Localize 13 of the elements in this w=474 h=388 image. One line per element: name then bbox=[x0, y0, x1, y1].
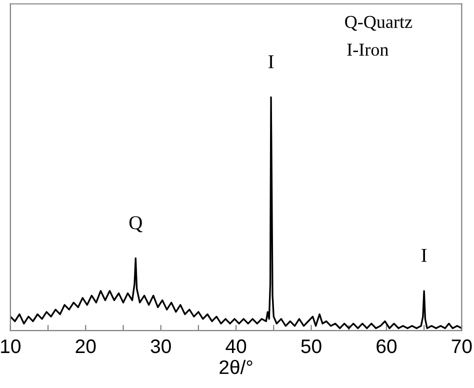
annotation: Q bbox=[129, 216, 142, 232]
x-tick-label: 10 bbox=[1, 339, 20, 354]
text: I-Iron bbox=[347, 44, 388, 56]
x-tick-label: 30 bbox=[150, 339, 171, 354]
x-tick-label: 70 bbox=[452, 339, 472, 354]
x-tick-label: 40 bbox=[226, 339, 246, 354]
x-tick-label: 60 bbox=[376, 339, 397, 354]
annotation: I bbox=[268, 55, 274, 68]
text: Q-Quartz bbox=[345, 16, 412, 31]
x-axis-title: 2θ/° bbox=[220, 360, 252, 374]
x-tick-label: 50 bbox=[301, 339, 322, 354]
x-tick-label: 20 bbox=[76, 339, 96, 354]
annotation: I bbox=[422, 249, 427, 262]
